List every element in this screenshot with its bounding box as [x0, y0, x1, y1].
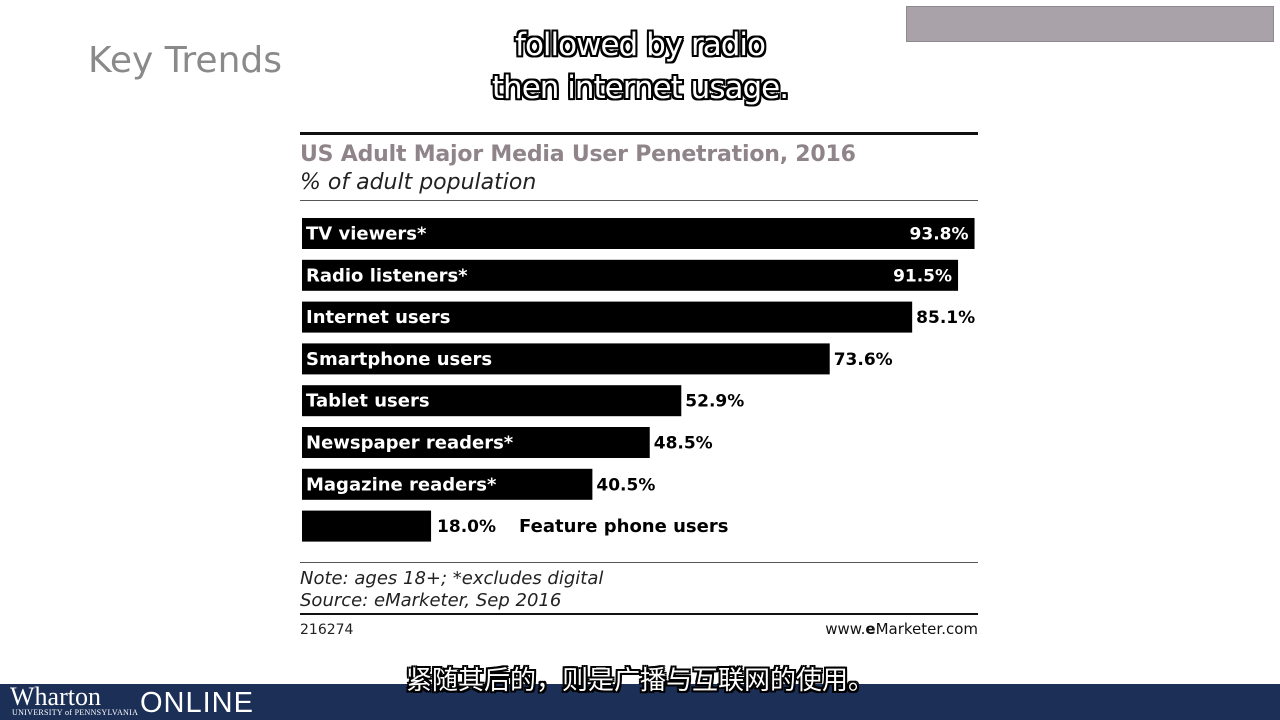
- english-caption-line-1: followed by radio: [515, 27, 766, 63]
- url-brand-rest: Marketer: [875, 620, 942, 638]
- value-label-3: 85.1%: [916, 308, 975, 328]
- category-label-4: Smartphone users: [306, 349, 492, 370]
- category-label-8: Feature phone users: [519, 516, 728, 537]
- value-label-2: 91.5%: [893, 266, 952, 286]
- emarketer-url: www.eMarketer.com: [825, 620, 978, 638]
- chart-subtitle: % of adult population: [300, 170, 537, 195]
- bar-8: [302, 510, 432, 542]
- bar-7: [302, 468, 593, 500]
- slide-title: Key Trends: [88, 40, 282, 81]
- category-label-3: Internet users: [306, 307, 450, 328]
- url-prefix: www.: [825, 620, 866, 638]
- category-label-5: Tablet users: [306, 391, 430, 412]
- bar-3: [302, 301, 913, 333]
- bar-1: [302, 218, 975, 249]
- value-label-1: 93.8%: [910, 225, 969, 245]
- category-label-7: Magazine readers*: [306, 474, 497, 495]
- chinese-caption: 紧随其后的，则是广播与互联网的使用。: [405, 666, 874, 696]
- chart-title: US Adult Major Media User Penetration, 2…: [300, 142, 856, 167]
- chart-card: US Adult Major Media User Penetration, 2…: [300, 132, 978, 642]
- online-logo: ONLINE: [140, 687, 254, 719]
- category-label-2: Radio listeners*: [306, 265, 468, 286]
- category-label-1: TV viewers*: [306, 224, 427, 245]
- value-label-8: 18.0%: [437, 517, 496, 537]
- value-label-4: 73.6%: [834, 350, 893, 370]
- url-suffix: .com: [941, 620, 978, 638]
- bar-4: [302, 343, 830, 375]
- category-label-6: Newspaper readers*: [306, 433, 514, 454]
- top-right-banner: [906, 6, 1274, 42]
- value-label-6: 48.5%: [654, 434, 713, 454]
- wharton-logo: Wharton: [10, 682, 101, 711]
- bottom-brand-bar: [0, 684, 1280, 720]
- value-label-5: 52.9%: [685, 392, 744, 412]
- note-rule: [300, 562, 978, 563]
- upenn-logo-text: UNIVERSITY of PENNSYLVANIA: [12, 708, 139, 717]
- chart-source: Source: eMarketer, Sep 2016: [300, 590, 562, 611]
- chart-note: Note: ages 18+; *excludes digital: [300, 568, 604, 589]
- footer-rule: [300, 613, 978, 615]
- value-label-7: 40.5%: [596, 475, 655, 495]
- bar-6: [302, 427, 650, 458]
- bar-chart: TV viewers* 93.8% Radio listeners* 91.5% Int…: [302, 218, 975, 542]
- english-caption: followed by radio then internet usage.: [0, 24, 1280, 110]
- chart-top-rule: [300, 132, 978, 135]
- url-brand-initial: e: [865, 620, 876, 638]
- chart-id: 216274: [300, 622, 354, 638]
- bar-2: [302, 259, 959, 291]
- chart-title-rule: [300, 200, 978, 201]
- english-caption-line-2: then internet usage.: [491, 70, 789, 106]
- chart-notes: Note: ages 18+; *excludes digital Source…: [300, 568, 603, 612]
- bar-5: [302, 385, 682, 417]
